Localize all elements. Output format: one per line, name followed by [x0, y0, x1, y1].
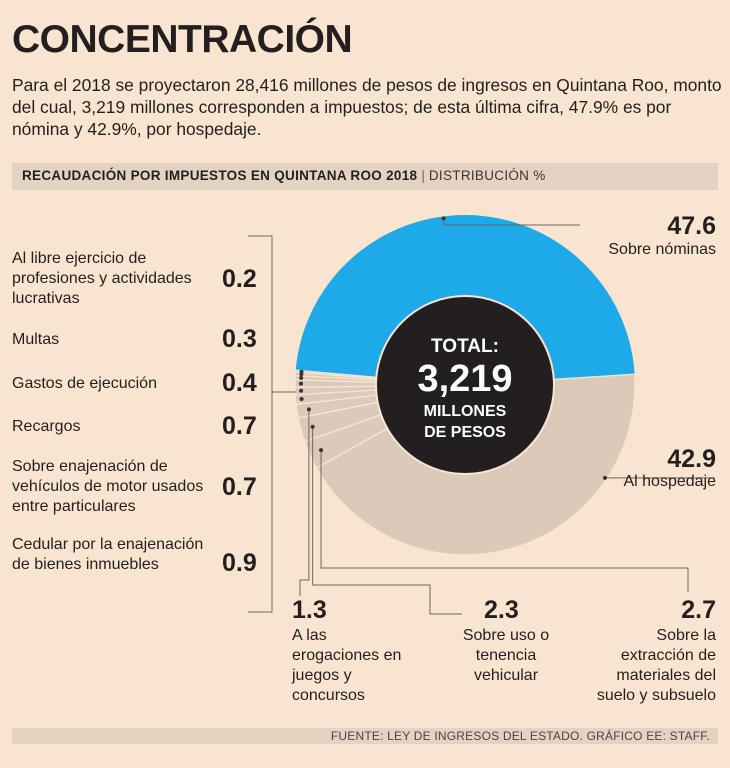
value-extraccion-materiales: 2.7	[681, 596, 716, 624]
value-sobre-nominas: 47.6	[667, 212, 716, 240]
center-unit-line-1: MILLONES	[424, 403, 507, 420]
dot-small-slice-11	[299, 369, 304, 374]
leader-extraccion	[320, 450, 689, 592]
value-cedular-inmuebles: 0.9	[222, 549, 257, 577]
dot-sobre-nominas	[441, 216, 446, 221]
value-erogaciones-juegos: 1.3	[292, 596, 327, 624]
dot-extraccion	[319, 448, 324, 453]
center-total-label: TOTAL:	[431, 336, 499, 357]
section-separator: |	[421, 168, 425, 183]
label-sobre-nominas: Sobre nóminas	[608, 241, 716, 258]
dot-erogaciones	[306, 407, 311, 412]
label-libre-ejercicio: Al libre ejercicio de profesiones y acti…	[12, 250, 192, 307]
label-extraccion-materiales: Sobre la extracción de materiales del su…	[596, 627, 716, 704]
leader-lines	[248, 216, 715, 615]
label-recargos: Recargos	[12, 418, 81, 435]
label-enajenacion-vehiculos: Sobre enajenación de vehículos de motor …	[12, 458, 204, 515]
label-multas: Multas	[12, 331, 60, 348]
dot-small-slice-7	[299, 388, 304, 393]
dot-uso-tenencia	[310, 424, 315, 429]
value-multas: 0.3	[222, 325, 257, 353]
label-cedular-inmuebles: Cedular por la enajenación de bienes inm…	[12, 536, 204, 573]
label-al-hospedaje: Al hospedaje	[623, 473, 716, 490]
value-libre-ejercicio: 0.2	[222, 265, 257, 293]
center-unit-line-2: DE PESOS	[424, 424, 506, 441]
leader-sobre-nominas	[443, 218, 580, 226]
label-erogaciones-juegos: A las erogaciones en juegos y concursos	[292, 627, 402, 704]
dot-small-slice-6	[299, 397, 304, 402]
chart-title: CONCENTRACIÓN	[12, 18, 353, 61]
section-subheading: DISTRIBUCIÓN %	[428, 168, 546, 183]
source-footer: FUENTE: LEY DE INGRESOS DEL ESTADO. GRÁF…	[12, 728, 718, 744]
leader-erogaciones	[299, 409, 310, 596]
section-heading: RECAUDACIÓN POR IMPUESTOS EN QUINTANA RO…	[22, 168, 418, 183]
value-gastos-ejecucion: 0.4	[222, 369, 257, 397]
center-total-value: 3,219	[417, 358, 512, 400]
value-enajenacion-vehiculos: 0.7	[222, 473, 257, 501]
dot-small-slice-9	[299, 375, 304, 380]
dot-small-slice-8	[299, 381, 304, 386]
value-uso-tenencia: 2.3	[484, 596, 519, 624]
left-bracket	[248, 235, 273, 613]
value-recargos: 0.7	[222, 412, 257, 440]
intro-text: Para el 2018 se proyectaron 28,416 millo…	[12, 75, 722, 139]
source-text: FUENTE: LEY DE INGRESOS DEL ESTADO. GRÁF…	[330, 729, 710, 743]
label-uso-tenencia: Sobre uso o tenencia vehicular	[462, 627, 550, 684]
leader-uso-tenencia	[312, 426, 462, 615]
label-gastos-ejecucion: Gastos de ejecución	[12, 375, 157, 392]
dot-al-hospedaje	[602, 475, 607, 480]
value-al-hospedaje: 42.9	[667, 445, 716, 473]
section-header-bar: RECAUDACIÓN POR IMPUESTOS EN QUINTANA RO…	[12, 163, 718, 190]
center-total-circle	[375, 295, 555, 475]
